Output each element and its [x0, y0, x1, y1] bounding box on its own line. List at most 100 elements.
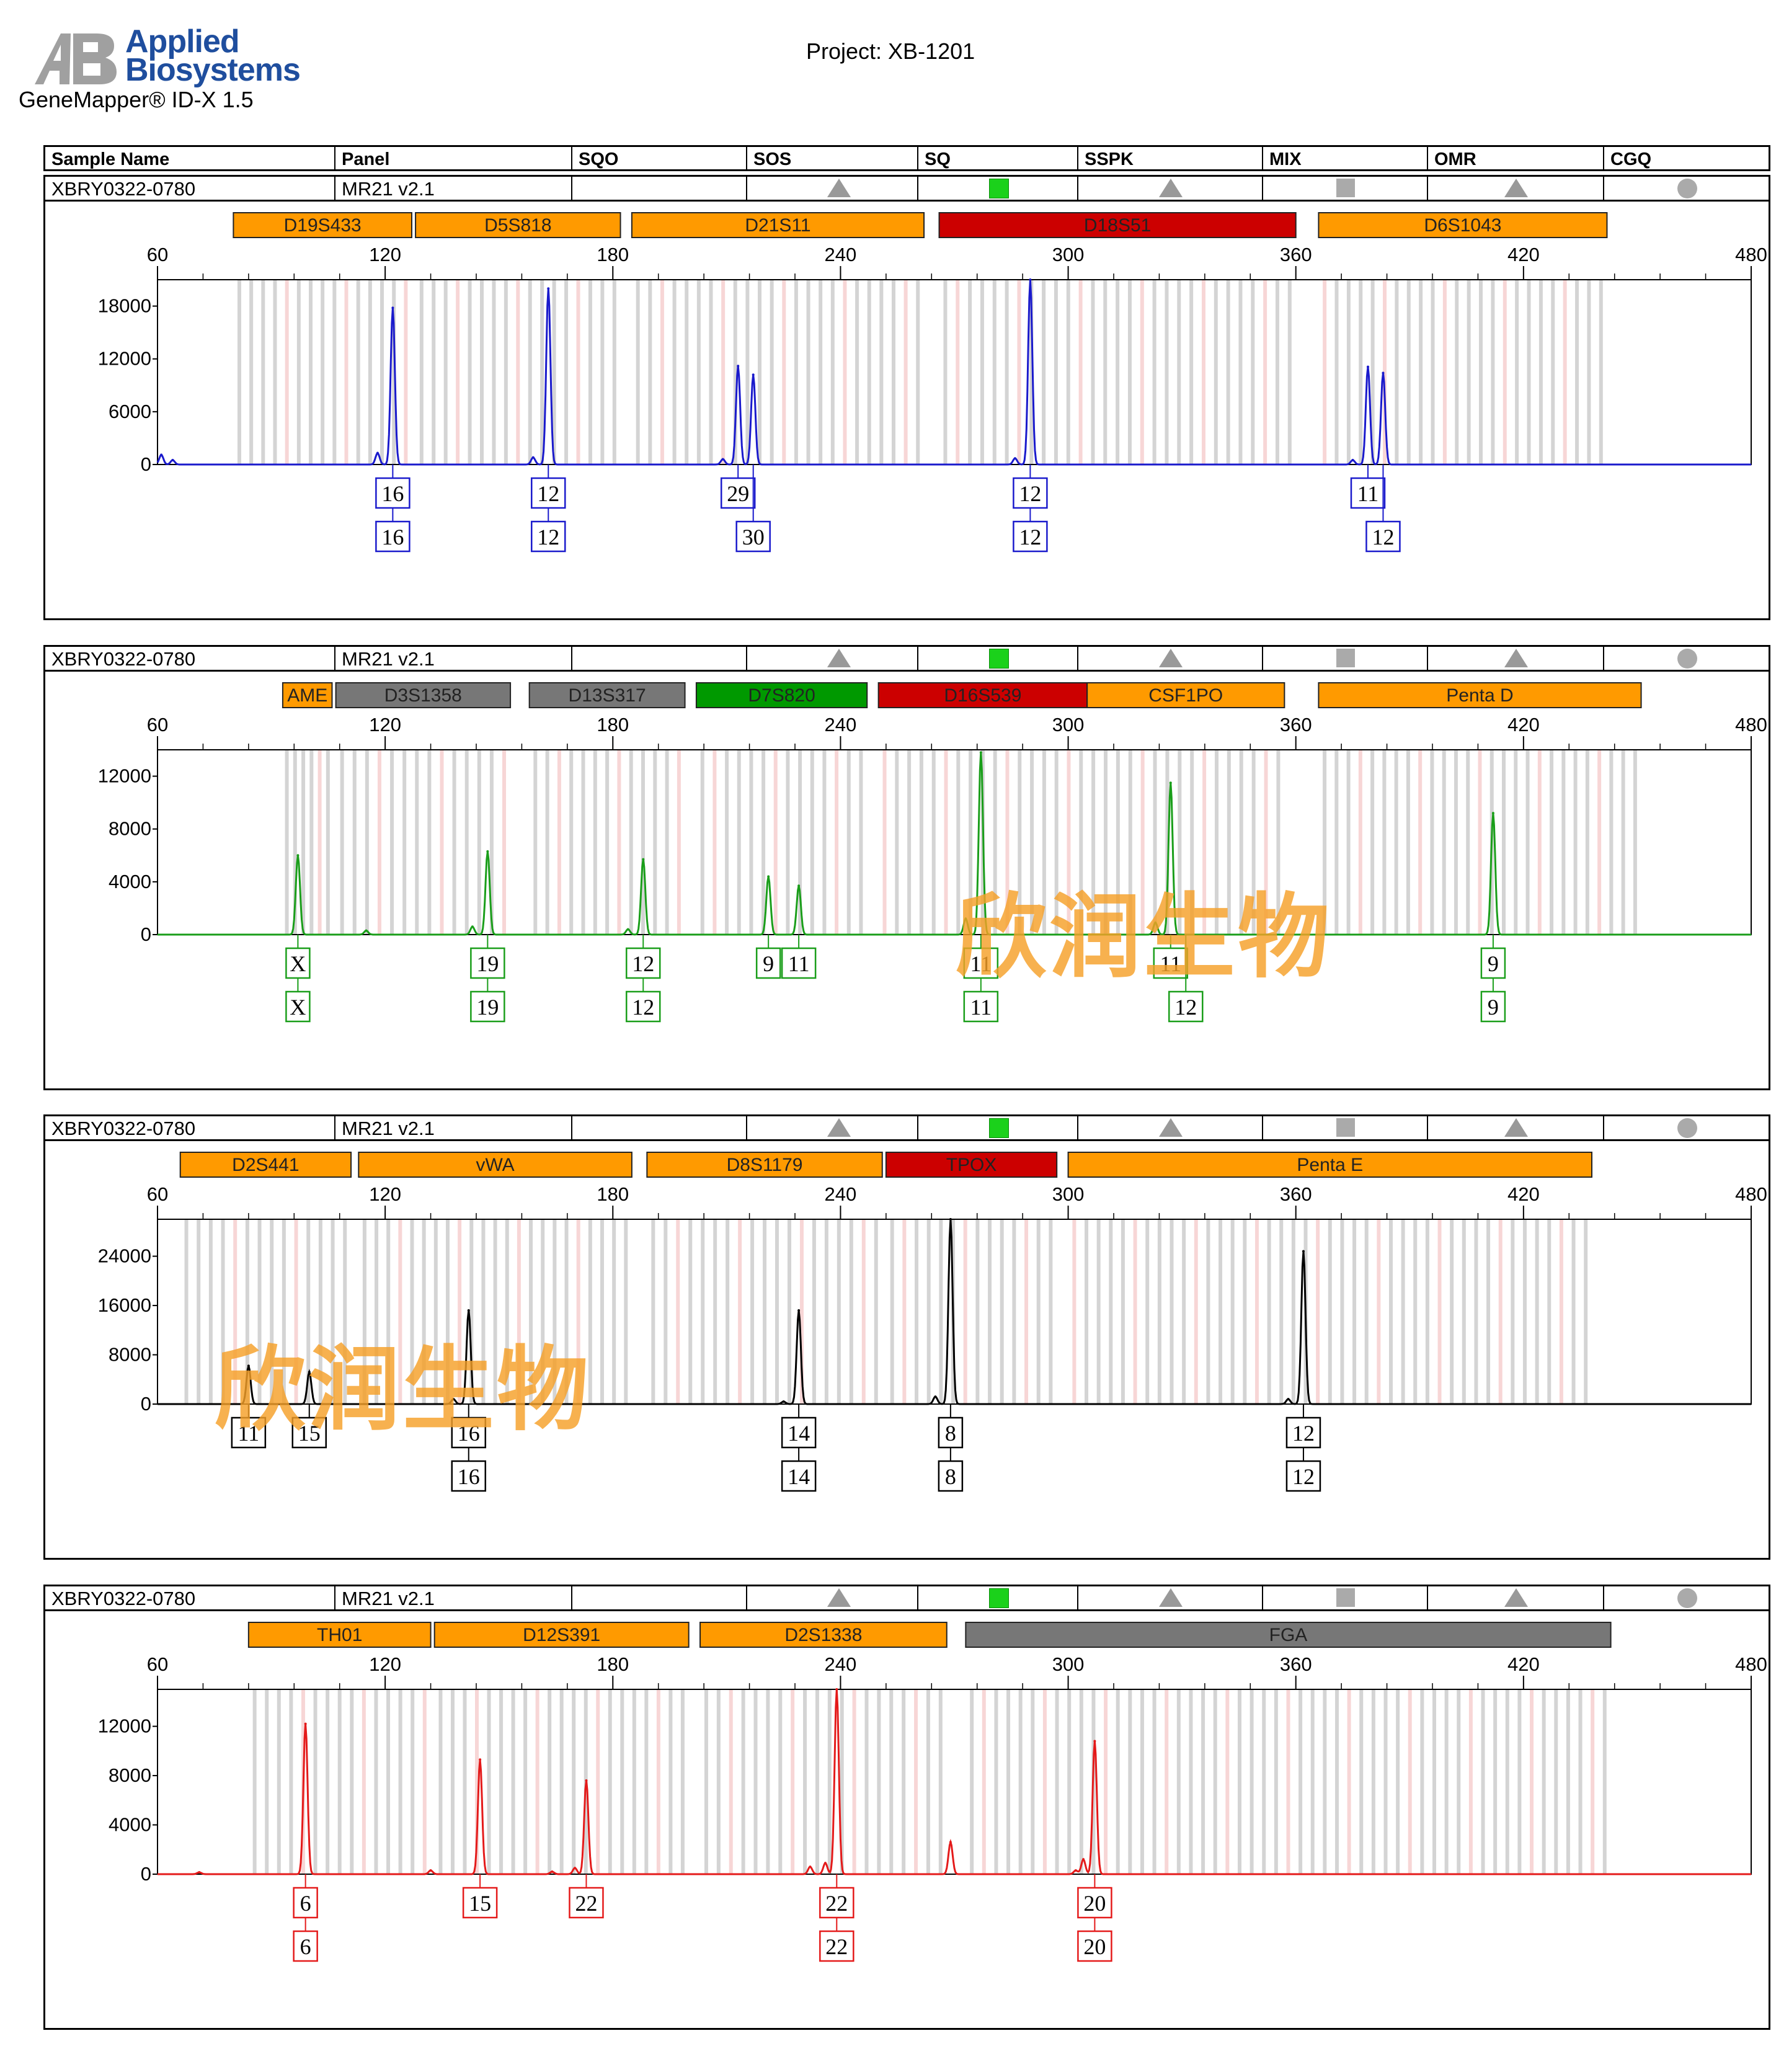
brand-name: Applied Biosystems	[125, 25, 301, 88]
x-tick-label: 480	[1735, 1183, 1767, 1205]
peak-point	[471, 925, 474, 928]
allele-bin-lines	[252, 1689, 1607, 1874]
peak-point	[467, 1309, 470, 1312]
column-mix[interactable]: MIX	[1262, 147, 1427, 169]
x-tick-label: 300	[1052, 1653, 1085, 1675]
column-omr[interactable]: OMR	[1427, 147, 1603, 169]
x-tick-label: 180	[597, 1653, 629, 1675]
x-tick-label: 480	[1735, 1653, 1767, 1675]
triangle-icon	[827, 179, 851, 197]
allele-call-label: 12	[632, 951, 654, 976]
locus-label: TPOX	[946, 1155, 997, 1175]
allele-call-box	[720, 477, 756, 509]
allele-call-label: 12	[1019, 525, 1041, 549]
y-tick-label: 8000	[109, 1344, 151, 1366]
peak-point	[979, 751, 982, 754]
allele-call-label: 12	[1292, 1464, 1315, 1489]
locus-label: D5S818	[484, 215, 551, 236]
allele-call-box	[938, 1460, 964, 1492]
allele-call-label: 16	[381, 525, 404, 549]
quality-cell-omr	[1427, 177, 1603, 200]
allele-call-box	[291, 1416, 327, 1449]
sample-info-row[interactable]: XBRY0322-0780 MR21 v2.1	[45, 1116, 1769, 1141]
y-tick-label: 12000	[98, 765, 151, 787]
locus-label: D19S433	[284, 215, 362, 236]
allele-call-box	[938, 1416, 964, 1449]
dye-trace-red	[158, 1689, 1751, 1875]
locus-label: D2S1338	[784, 1625, 862, 1645]
quality-cell-omr	[1427, 1116, 1603, 1139]
y-tick-label: 16000	[98, 1294, 151, 1316]
green-square-icon	[989, 649, 1009, 669]
applied-biosystems-logo-icon	[35, 33, 117, 84]
quality-cell-omr	[1427, 1586, 1603, 1609]
column-sq[interactable]: SQ	[917, 147, 1077, 169]
locus-marker-d5s818	[415, 212, 621, 238]
column-sspk[interactable]: SSPK	[1077, 147, 1262, 169]
peak-point	[1351, 458, 1354, 461]
panel-name-cell: MR21 v2.1	[334, 647, 571, 670]
x-tick-label: 120	[369, 1653, 401, 1675]
panel-name-cell: MR21 v2.1	[334, 177, 571, 200]
column-sqo[interactable]: SQO	[571, 147, 746, 169]
peak-point	[296, 854, 300, 857]
column-sample-name[interactable]: Sample Name	[51, 149, 170, 169]
sample-info-row[interactable]: XBRY0322-0780 MR21 v2.1	[45, 647, 1769, 672]
x-tick-label: 60	[147, 714, 168, 736]
brand-line2: Biosystems	[125, 52, 301, 88]
quality-cell-cgq	[1603, 177, 1769, 200]
locus-label: D21S11	[745, 215, 810, 236]
allele-call-label: 14	[788, 1421, 810, 1446]
allele-call-box	[1077, 1930, 1112, 1962]
x-tick-label: 420	[1507, 244, 1540, 265]
y-tick-label: 0	[141, 1393, 151, 1415]
allele-call-label: 20	[1083, 1934, 1106, 1959]
allele-call-box	[963, 990, 999, 1023]
green-square-icon	[989, 179, 1009, 198]
plot-area	[157, 749, 1752, 935]
quality-cell-sq	[917, 177, 1077, 200]
x-tick-label: 240	[825, 1183, 857, 1205]
locus-label: D8S1179	[727, 1155, 803, 1175]
locus-label: D2S441	[232, 1155, 299, 1175]
peak-point	[1302, 1250, 1305, 1253]
allele-call-label: 22	[825, 1891, 848, 1916]
allele-call-label: 12	[1292, 1421, 1315, 1446]
electropherogram-panel-green: XBRY0322-0780 MR21 v2.1 AME D3S1358 D13S317 D…	[43, 645, 1770, 1090]
quality-cell-sspk	[1077, 1116, 1262, 1139]
allele-call-box	[231, 1416, 267, 1449]
sample-info-row[interactable]: XBRY0322-0780 MR21 v2.1	[45, 1586, 1769, 1611]
allele-call-box	[755, 947, 781, 979]
gray-square-icon	[1336, 1588, 1355, 1607]
allele-call-label: 12	[1174, 995, 1197, 1020]
quality-cell-mix	[1262, 177, 1427, 200]
peak-point	[964, 917, 967, 920]
column-sos[interactable]: SOS	[746, 147, 917, 169]
column-cgq[interactable]: CGQ	[1603, 147, 1769, 169]
plot-area	[157, 1219, 1752, 1405]
column-header-row: Sample Name Panel SQO SOS SQ SSPK MIX OM…	[43, 145, 1770, 171]
peak-point	[531, 456, 535, 459]
y-tick-label: 4000	[109, 871, 151, 892]
x-tick-label: 480	[1735, 714, 1767, 736]
electropherogram-panel-red: XBRY0322-0780 MR21 v2.1 TH01 D12S391 D2S1338…	[43, 1585, 1770, 2030]
column-panel[interactable]: Panel	[334, 147, 571, 169]
x-tick-label: 420	[1507, 714, 1540, 736]
quality-cell-sq	[917, 1116, 1077, 1139]
allele-call-box	[1013, 477, 1048, 509]
x-tick-label: 240	[825, 714, 857, 736]
allele-call-label: 22	[825, 1934, 848, 1959]
locus-label: Penta D	[1446, 685, 1513, 706]
locus-marker-ame	[282, 682, 333, 708]
locus-marker-d19s433	[233, 212, 412, 238]
y-tick-label: 0	[141, 1863, 151, 1885]
allele-call-label: 15	[469, 1891, 491, 1916]
allele-call-box	[375, 477, 411, 509]
peak-point	[1093, 1740, 1096, 1743]
quality-cell-sq	[917, 647, 1077, 670]
sample-info-row[interactable]: XBRY0322-0780 MR21 v2.1	[45, 177, 1769, 202]
watermark-black-panel: 欣润生物	[214, 1335, 591, 1443]
y-tick-label: 0	[141, 453, 151, 475]
triangle-icon	[1504, 179, 1528, 197]
locus-marker-th01	[247, 1622, 432, 1648]
